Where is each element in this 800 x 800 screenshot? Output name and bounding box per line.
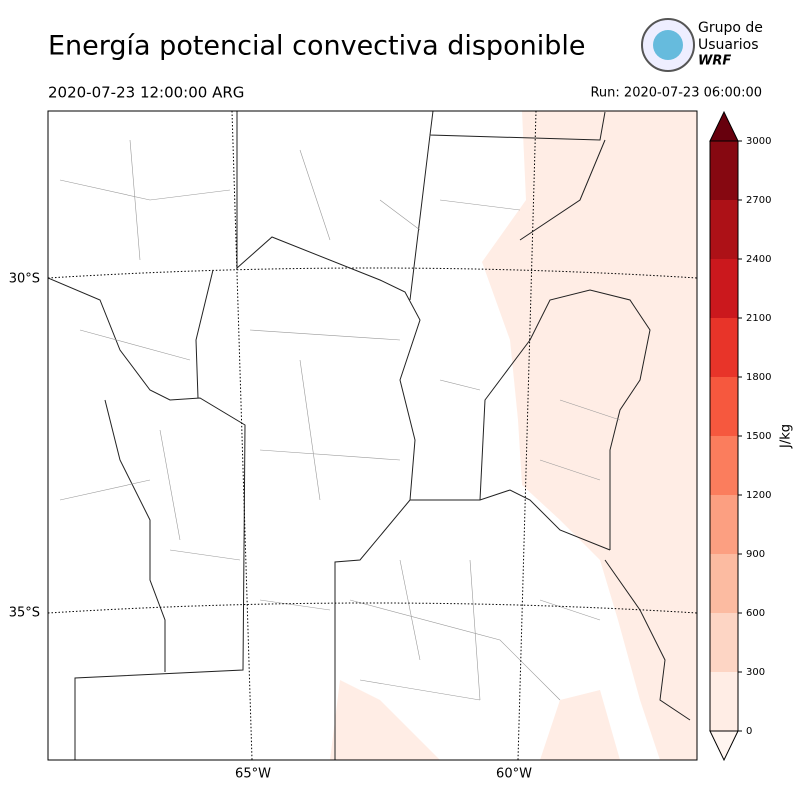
border bbox=[195, 269, 214, 399]
colorbar-tick-label: 2100 bbox=[746, 313, 771, 324]
colorbar-segment bbox=[710, 436, 738, 495]
colorbar: J/kg 0 300 600 900 1200 1500 1800 2100 2400 2700 3… bbox=[709, 110, 794, 762]
border bbox=[410, 139, 651, 551]
colorbar-segment bbox=[710, 200, 738, 259]
colorbar-tick-label: 900 bbox=[746, 549, 765, 560]
colorbar-segment bbox=[710, 672, 738, 731]
colorbar-segment bbox=[710, 141, 738, 200]
colorbar-tick-label: 0 bbox=[746, 726, 752, 737]
lat-label: 30°S bbox=[9, 272, 40, 287]
coastline bbox=[604, 559, 691, 721]
colorbar-tick-label: 1200 bbox=[746, 490, 771, 501]
map-frame bbox=[47, 110, 698, 761]
lat-label: 35°S bbox=[9, 606, 40, 621]
colorbar-segment bbox=[710, 554, 738, 613]
lon-label: 65°W bbox=[235, 767, 271, 782]
colorbar-segment bbox=[710, 259, 738, 318]
colorbar-label: J/kg bbox=[779, 424, 794, 449]
map: 30°S 35°S 65°W 60°W bbox=[9, 110, 698, 782]
colorbar-segment bbox=[710, 613, 738, 672]
graticule bbox=[48, 267, 697, 279]
colorbar-tick-label: 2700 bbox=[746, 195, 771, 206]
colorbar-tick-label: 1500 bbox=[746, 431, 771, 442]
colorbar-segment bbox=[710, 318, 738, 377]
colorbar-extend-over bbox=[709, 110, 739, 142]
logo: Grupo de Usuarios WRF bbox=[641, 18, 763, 72]
colorbar-tick-label: 3000 bbox=[746, 136, 771, 147]
logo-globe bbox=[653, 30, 683, 60]
colorbar-tick-label: 300 bbox=[746, 667, 765, 678]
lon-label: 60°W bbox=[496, 767, 532, 782]
department-boundaries bbox=[59, 139, 621, 701]
colorbar-segment bbox=[710, 377, 738, 436]
colorbar-extend-under bbox=[709, 730, 739, 762]
graticule bbox=[231, 111, 253, 760]
colorbar-segment bbox=[710, 495, 738, 554]
colorbar-tick-label: 600 bbox=[746, 608, 765, 619]
run-time: Run: 2020-07-23 06:00:00 bbox=[590, 86, 762, 101]
title: Energía potencial convectiva disponible bbox=[48, 31, 585, 62]
cape-shading bbox=[445, 111, 697, 760]
logo-text: WRF bbox=[698, 54, 731, 69]
colorbar-tick-label: 1800 bbox=[746, 372, 771, 383]
border bbox=[409, 111, 606, 301]
cape-shading bbox=[330, 680, 440, 760]
border bbox=[236, 111, 421, 760]
logo-text: Grupo de bbox=[698, 20, 763, 36]
graticule bbox=[48, 602, 697, 614]
colorbar-tick-label: 2400 bbox=[746, 254, 771, 265]
border bbox=[104, 399, 166, 672]
cape-shading bbox=[540, 690, 620, 760]
logo-text: Usuarios bbox=[698, 37, 759, 53]
border bbox=[48, 277, 246, 760]
valid-time: 2020-07-23 12:00:00 ARG bbox=[48, 84, 244, 102]
